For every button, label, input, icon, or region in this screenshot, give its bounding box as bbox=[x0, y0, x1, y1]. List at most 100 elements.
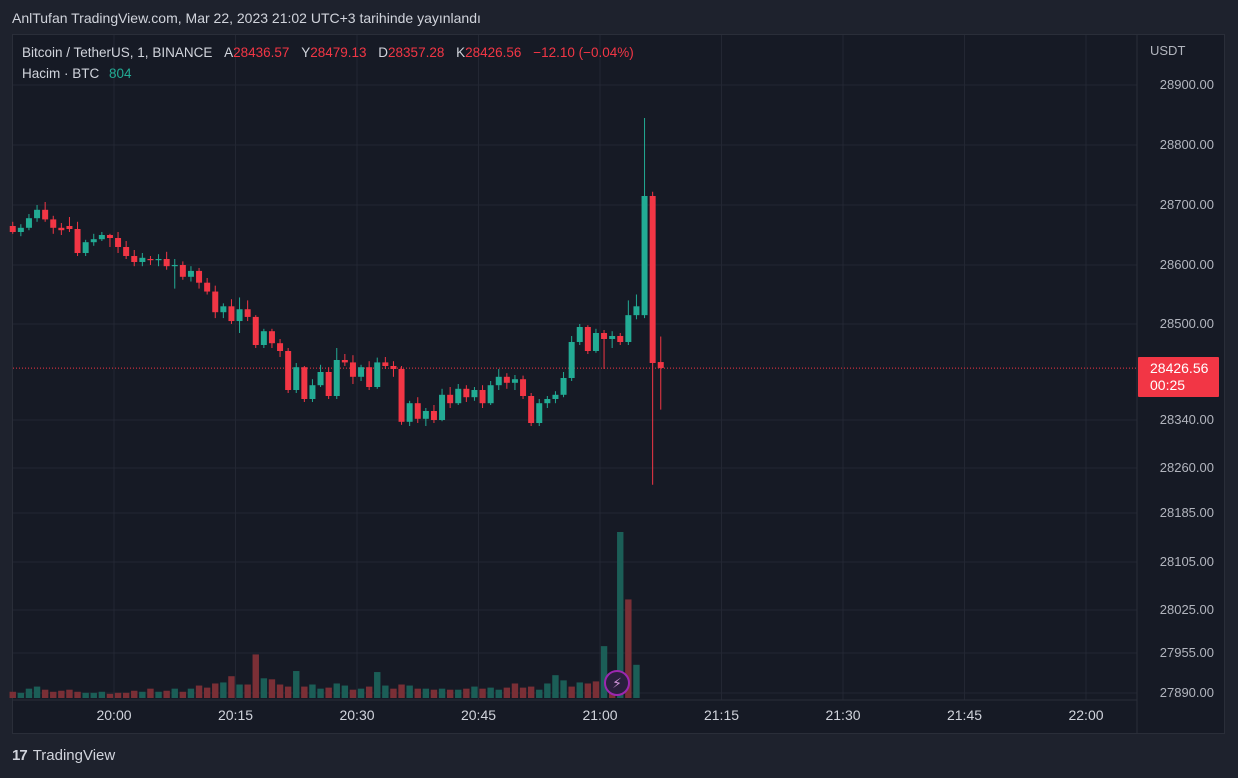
candle-body bbox=[58, 227, 65, 231]
volume-bar bbox=[17, 692, 25, 698]
candle-body bbox=[163, 259, 170, 267]
open-key: A bbox=[224, 45, 234, 60]
volume-bar bbox=[519, 687, 527, 698]
volume-bars bbox=[9, 532, 640, 698]
price-tick-label: 28185.00 bbox=[1159, 505, 1214, 520]
volume-bar bbox=[41, 689, 49, 698]
tradingview-logo[interactable]: 17 TradingView bbox=[12, 747, 115, 764]
volume-bar bbox=[495, 689, 502, 698]
volume-bar bbox=[317, 688, 324, 698]
candle-body bbox=[244, 309, 251, 317]
candle-body bbox=[447, 394, 454, 404]
candle-body bbox=[196, 270, 203, 283]
tradingview-logo-icon: 17 bbox=[12, 747, 28, 764]
time-tick-label: 20:30 bbox=[339, 707, 375, 723]
candle-body bbox=[17, 227, 24, 232]
candle-body bbox=[601, 333, 608, 339]
ohlc-legend[interactable]: Bitcoin / TetherUS, 1, BINANCE A28436.57… bbox=[22, 45, 634, 60]
volume-bar bbox=[98, 691, 106, 698]
volume-bar bbox=[220, 682, 227, 698]
lightning-icon[interactable]: ⚡ bbox=[604, 670, 630, 696]
high-value: 28479.13 bbox=[310, 45, 367, 60]
candle-body bbox=[479, 390, 486, 404]
candle-body bbox=[471, 390, 478, 398]
candle-body bbox=[617, 336, 624, 342]
price-tick-label: 28260.00 bbox=[1159, 460, 1214, 475]
candle-body bbox=[98, 235, 105, 240]
volume-bar bbox=[82, 692, 89, 698]
time-tick-label: 21:00 bbox=[582, 707, 618, 723]
bar-countdown: 00:25 bbox=[1150, 377, 1186, 393]
volume-bar bbox=[195, 685, 203, 698]
price-tick-label: 27890.00 bbox=[1159, 685, 1214, 700]
candle-body bbox=[106, 235, 113, 238]
volume-bar bbox=[349, 689, 357, 698]
volume-bar bbox=[471, 686, 478, 698]
candle-body bbox=[520, 379, 527, 396]
volume-legend[interactable]: Hacim · BTC 804 bbox=[22, 66, 132, 81]
candle-body bbox=[536, 403, 543, 423]
volume-bar bbox=[66, 689, 73, 698]
candle-body bbox=[220, 306, 227, 313]
candle-body bbox=[592, 333, 599, 351]
price-tick-label: 28700.00 bbox=[1159, 197, 1214, 212]
time-tick-label: 21:30 bbox=[825, 707, 861, 723]
volume-bar bbox=[479, 688, 486, 698]
candle-body bbox=[609, 336, 616, 339]
volume-bar bbox=[131, 690, 138, 698]
last-price-value: 28426.56 bbox=[1150, 360, 1209, 376]
low-key: D bbox=[378, 45, 389, 60]
candle-body bbox=[131, 256, 138, 262]
axis-currency[interactable]: USDT bbox=[1150, 43, 1186, 58]
volume-bar bbox=[50, 691, 57, 698]
volume-bar bbox=[284, 686, 292, 698]
volume-bar bbox=[633, 664, 640, 698]
volume-bar bbox=[122, 692, 130, 698]
candle-body bbox=[34, 209, 41, 219]
volume-bar bbox=[552, 675, 559, 698]
volume-bar bbox=[155, 691, 162, 698]
volume-bar bbox=[527, 686, 535, 698]
price-tick-label: 28600.00 bbox=[1159, 257, 1214, 272]
candle-body bbox=[544, 399, 551, 404]
candle-body bbox=[236, 309, 243, 322]
candle-body bbox=[422, 411, 429, 419]
candle-body bbox=[333, 360, 340, 396]
volume-bar bbox=[544, 683, 551, 698]
candle-body bbox=[366, 367, 373, 387]
candle-body bbox=[463, 388, 470, 398]
candle-body bbox=[260, 331, 267, 345]
volume-bar bbox=[179, 691, 187, 698]
volume-bar bbox=[390, 688, 397, 698]
volume-bar bbox=[422, 688, 430, 698]
volume-bar bbox=[446, 689, 454, 698]
high-key: Y bbox=[301, 45, 311, 60]
volume-bar bbox=[301, 686, 308, 698]
candlesticks bbox=[9, 118, 664, 485]
time-tick-label: 20:00 bbox=[96, 707, 132, 723]
low-value: 28357.28 bbox=[388, 45, 445, 60]
candle-body bbox=[50, 219, 57, 228]
candle-body bbox=[228, 306, 235, 322]
candle-body bbox=[641, 196, 648, 316]
candle-body bbox=[552, 394, 559, 399]
time-tick-label: 22:00 bbox=[1068, 707, 1104, 723]
candle-body bbox=[74, 229, 81, 253]
candle-body bbox=[584, 327, 591, 351]
volume-bar bbox=[90, 692, 97, 698]
candle-body bbox=[503, 376, 510, 383]
volume-bar bbox=[568, 686, 575, 698]
candle-body bbox=[9, 226, 16, 232]
candle-body bbox=[625, 315, 632, 342]
volume-bar bbox=[25, 688, 33, 698]
time-tick-label: 20:45 bbox=[460, 707, 497, 723]
candle-body bbox=[293, 367, 300, 390]
candle-body bbox=[398, 369, 405, 422]
candle-body bbox=[576, 327, 583, 342]
volume-bar bbox=[463, 688, 470, 698]
volume-bar bbox=[341, 685, 349, 698]
candle-body bbox=[374, 362, 381, 387]
candle-body bbox=[657, 362, 664, 369]
symbol-name[interactable]: Bitcoin / TetherUS, 1, BINANCE bbox=[22, 45, 213, 60]
